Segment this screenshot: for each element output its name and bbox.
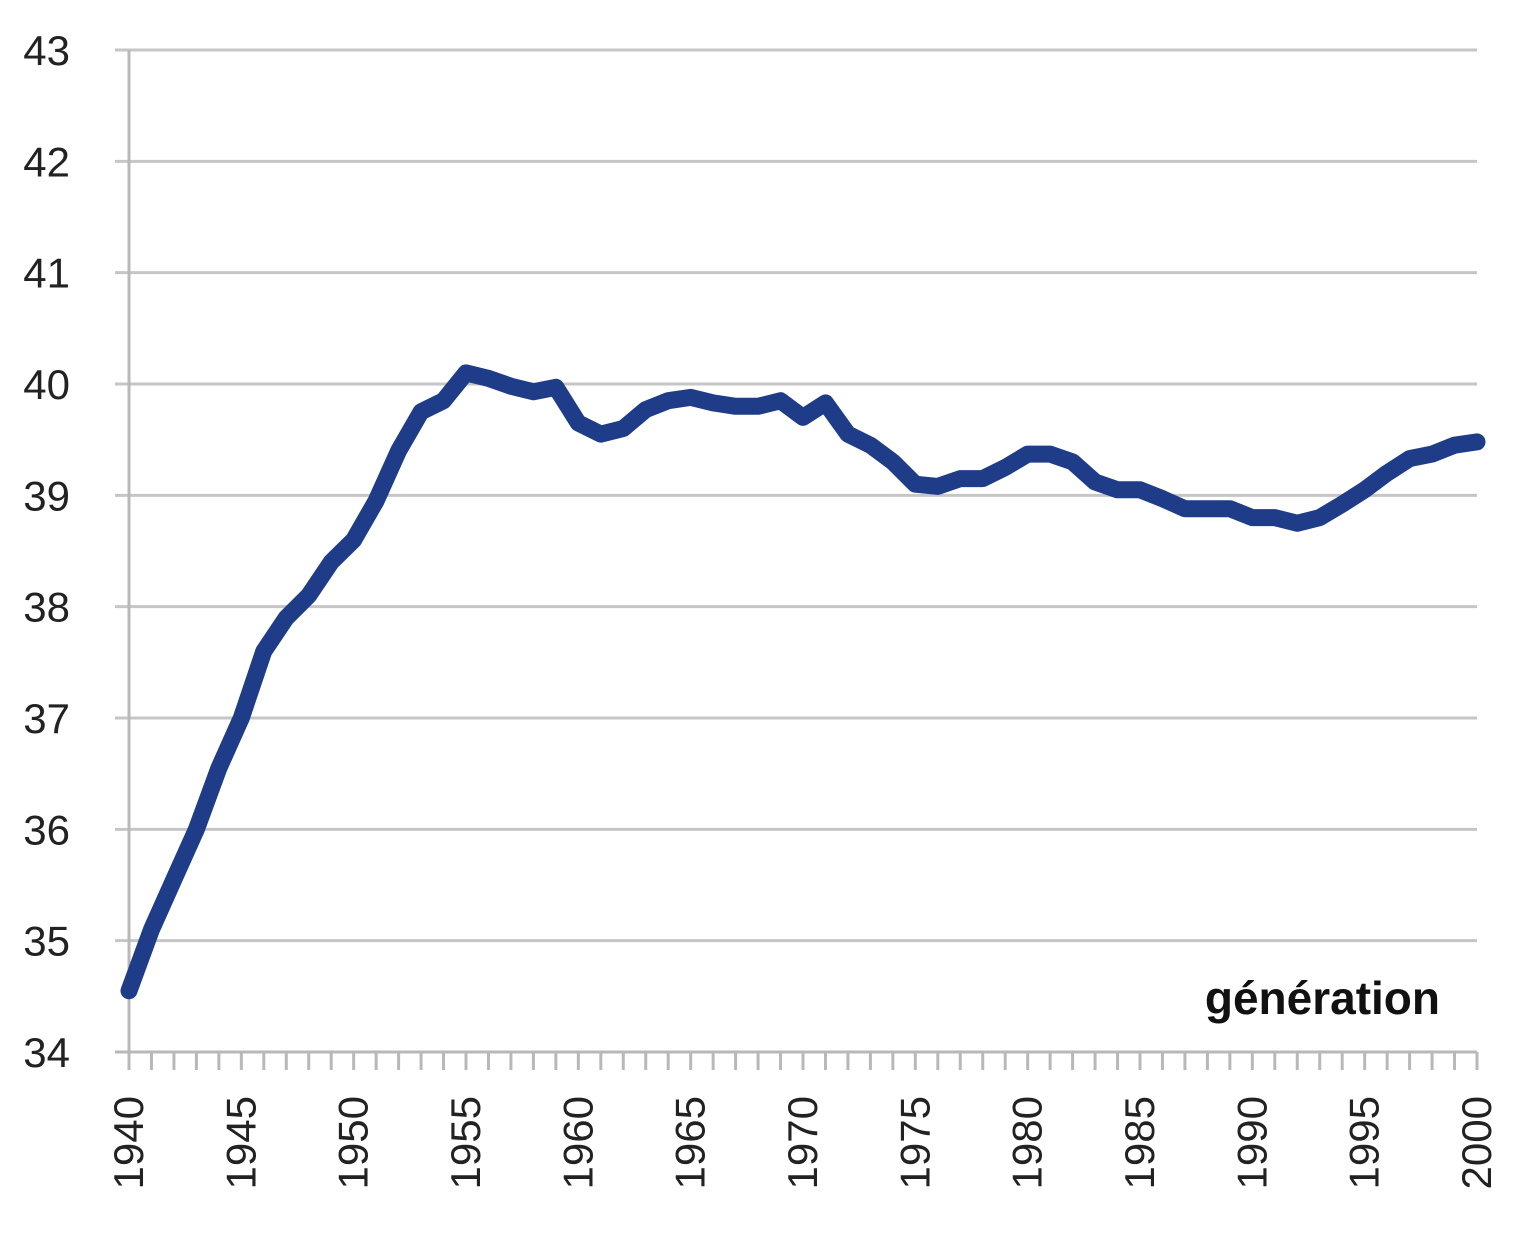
gridlines — [115, 48, 1477, 943]
x-tick-label: 1960 — [554, 1096, 601, 1189]
y-tick-label: 35 — [23, 918, 70, 965]
y-tick-label: 42 — [23, 138, 70, 185]
y-tick-label: 34 — [23, 1029, 70, 1076]
x-tick-label: 1980 — [1004, 1096, 1051, 1189]
series-layer — [120, 364, 1486, 1000]
y-tick-label: 36 — [23, 806, 70, 853]
x-tick-label: 1955 — [442, 1096, 489, 1189]
x-tick-label: 1945 — [217, 1096, 264, 1189]
x-tick-label: 1975 — [891, 1096, 938, 1189]
x-tick-label: 1995 — [1341, 1096, 1388, 1189]
y-tick-label: 38 — [23, 584, 70, 631]
x-tick-label: 1970 — [779, 1096, 826, 1189]
x-tick-label: 1985 — [1116, 1096, 1163, 1189]
y-tick-label: 40 — [23, 361, 70, 408]
x-tick-label: 1965 — [667, 1096, 714, 1189]
axes — [115, 50, 1479, 1070]
x-tick-label: 1950 — [330, 1096, 377, 1189]
y-tick-label: 43 — [23, 27, 70, 74]
x-tick-label: 1990 — [1228, 1096, 1275, 1189]
y-tick-labels: 34 35 36 37 38 39 40 41 42 43 — [23, 27, 70, 1076]
series-line — [120, 364, 1486, 1000]
x-tick-label: 1940 — [105, 1096, 152, 1189]
y-tick-label: 41 — [23, 250, 70, 297]
y-tick-label: 39 — [23, 472, 70, 519]
x-tick-labels: 1940 1945 1950 1955 1960 1965 1970 1975 1980 1985… — [105, 1096, 1500, 1189]
y-tick-label: 37 — [23, 695, 70, 742]
x-tick-label: 2000 — [1453, 1096, 1500, 1189]
x-axis-label: génération — [1205, 972, 1440, 1024]
